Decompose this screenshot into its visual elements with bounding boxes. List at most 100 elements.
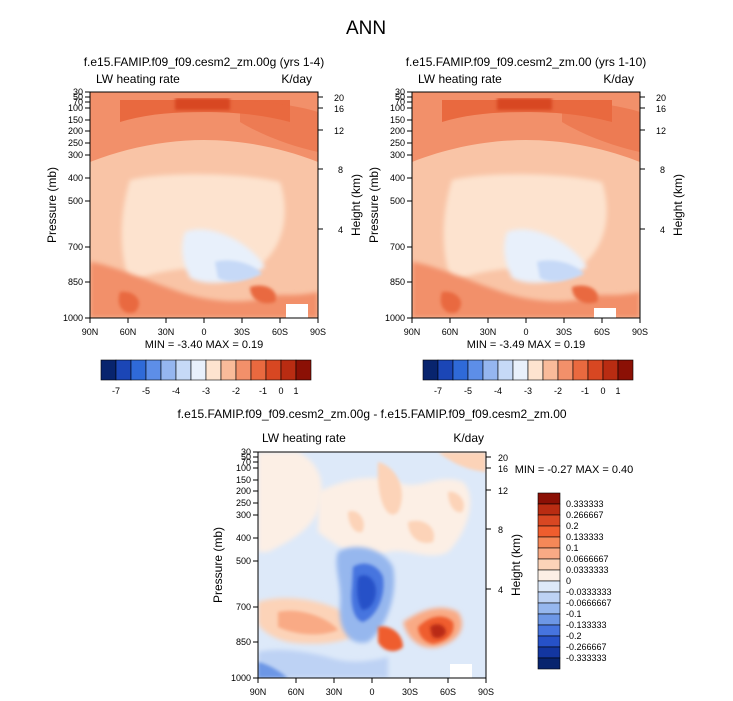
colorbar-label: 0.1 bbox=[566, 543, 579, 553]
colorbar-swatch bbox=[542, 359, 559, 381]
height-tick-label: 20 bbox=[334, 93, 344, 103]
colorbar-swatch bbox=[537, 492, 561, 505]
panel-title: f.e15.FAMIP.f09_f09.cesm2_zm.00g (yrs 1-… bbox=[84, 55, 325, 69]
contour-field bbox=[412, 92, 640, 318]
colorbar-swatch bbox=[537, 613, 561, 626]
x-tick-label: 90N bbox=[250, 687, 267, 697]
x-tick-label: 60N bbox=[120, 327, 137, 337]
colorbar-swatch bbox=[145, 359, 162, 381]
colorbar-swatch bbox=[175, 359, 192, 381]
colorbar-label: 1 bbox=[615, 386, 620, 396]
contour-field bbox=[258, 452, 486, 678]
colorbar-swatch bbox=[602, 359, 619, 381]
colorbar-swatch bbox=[572, 359, 589, 381]
y-tick-label: 30 bbox=[241, 447, 251, 457]
colorbar-label: 0.266667 bbox=[566, 510, 604, 520]
x-tick-label: 30S bbox=[402, 687, 418, 697]
colorbar-swatch bbox=[235, 359, 252, 381]
colorbar-label: 0 bbox=[566, 576, 571, 586]
colorbar-swatch bbox=[295, 359, 312, 381]
panel-title: f.e15.FAMIP.f09_f09.cesm2_zm.00 (yrs 1-1… bbox=[406, 55, 647, 69]
x-tick-label: 90N bbox=[82, 327, 99, 337]
y-tick-label: 700 bbox=[390, 242, 405, 252]
y-tick-label: 300 bbox=[68, 150, 83, 160]
colorbar-label: 1 bbox=[293, 386, 298, 396]
colorbar-swatch bbox=[220, 359, 237, 381]
colorbar-swatch bbox=[537, 569, 561, 582]
colorbar-label: -0.133333 bbox=[566, 620, 607, 630]
x-tick-label: 60S bbox=[594, 327, 610, 337]
y-axis-right-title: Height (km) bbox=[509, 534, 523, 596]
y-tick-label: 150 bbox=[236, 475, 251, 485]
colorbar-label: 0.333333 bbox=[566, 499, 604, 509]
height-tick-label: 4 bbox=[498, 585, 503, 595]
x-tick-label: 60N bbox=[288, 687, 305, 697]
y-tick-label: 500 bbox=[390, 196, 405, 206]
x-tick-label: 0 bbox=[201, 327, 206, 337]
colorbar-label: -0.266667 bbox=[566, 642, 607, 652]
colorbar-label: -2 bbox=[554, 386, 562, 396]
height-tick-label: 20 bbox=[656, 93, 666, 103]
y-tick-label: 70 bbox=[241, 457, 251, 467]
y-tick-label: 850 bbox=[68, 277, 83, 287]
colorbar-panel-2: -7 -5 -4 -3 -2 -1 0 1 bbox=[422, 359, 634, 396]
left-label: LW heating rate bbox=[96, 72, 180, 86]
colorbar-label: -4 bbox=[494, 386, 502, 396]
colorbar-label: -0.0333333 bbox=[566, 587, 612, 597]
colorbar-swatch bbox=[482, 359, 499, 381]
y-axis-title: Pressure (mb) bbox=[367, 167, 381, 243]
colorbar-swatch bbox=[537, 602, 561, 615]
y-axis-title: Pressure (mb) bbox=[45, 167, 59, 243]
colorbar-label: 0 bbox=[278, 386, 283, 396]
y-tick-label: 200 bbox=[236, 486, 251, 496]
y-tick-label: 50 bbox=[395, 92, 405, 102]
height-tick-label: 20 bbox=[498, 453, 508, 463]
y-tick-label: 500 bbox=[68, 196, 83, 206]
y-axis-right-title: Height (km) bbox=[349, 174, 363, 236]
y-tick-label: 700 bbox=[236, 602, 251, 612]
x-tick-label: 90N bbox=[404, 327, 421, 337]
y-tick-label: 400 bbox=[236, 533, 251, 543]
colorbar-label: -4 bbox=[172, 386, 180, 396]
colorbar-swatch bbox=[537, 646, 561, 659]
x-tick-label: 60S bbox=[272, 327, 288, 337]
colorbar-label: 0.0333333 bbox=[566, 565, 609, 575]
height-tick-label: 16 bbox=[656, 104, 666, 114]
y-tick-label: 100 bbox=[68, 103, 83, 113]
x-axis: 90N 60N 30N 0 30S 60S 90S bbox=[250, 678, 494, 697]
x-tick-label: 90S bbox=[478, 687, 494, 697]
y-tick-label: 1000 bbox=[63, 313, 83, 323]
colorbar-swatch bbox=[130, 359, 147, 381]
height-tick-label: 16 bbox=[498, 464, 508, 474]
colorbar-swatch bbox=[205, 359, 222, 381]
colorbar-label: 0.133333 bbox=[566, 532, 604, 542]
colorbar-swatch bbox=[100, 359, 117, 381]
x-tick-label: 0 bbox=[369, 687, 374, 697]
units-label: K/day bbox=[453, 431, 484, 445]
colorbar-label: -0.1 bbox=[566, 609, 582, 619]
y-tick-label: 30 bbox=[73, 87, 83, 97]
colorbar-swatch bbox=[452, 359, 469, 381]
x-tick-label: 30S bbox=[556, 327, 572, 337]
colorbar-swatch bbox=[190, 359, 207, 381]
colorbar-swatch bbox=[115, 359, 132, 381]
y-tick-label: 150 bbox=[68, 115, 83, 125]
colorbar-label: -5 bbox=[464, 386, 472, 396]
colorbar-swatch bbox=[467, 359, 484, 381]
y-tick-label: 50 bbox=[241, 452, 251, 462]
colorbar-swatch bbox=[537, 558, 561, 571]
colorbar-label: -0.2 bbox=[566, 631, 582, 641]
y-tick-label: 850 bbox=[390, 277, 405, 287]
colorbar-label: 0 bbox=[600, 386, 605, 396]
colorbar-swatch bbox=[537, 624, 561, 637]
colorbar-swatch bbox=[537, 536, 561, 549]
colorbar-label: -7 bbox=[434, 386, 442, 396]
colorbar-swatch bbox=[160, 359, 177, 381]
height-tick-label: 12 bbox=[498, 486, 508, 496]
right-y-axis: 20 16 12 8 4 Height (km) bbox=[486, 453, 523, 596]
colorbar-label: -5 bbox=[142, 386, 150, 396]
height-tick-label: 8 bbox=[660, 165, 665, 175]
y-tick-label: 250 bbox=[390, 138, 405, 148]
x-axis: 90N 60N 30N 0 30S 60S 90S bbox=[404, 318, 648, 337]
